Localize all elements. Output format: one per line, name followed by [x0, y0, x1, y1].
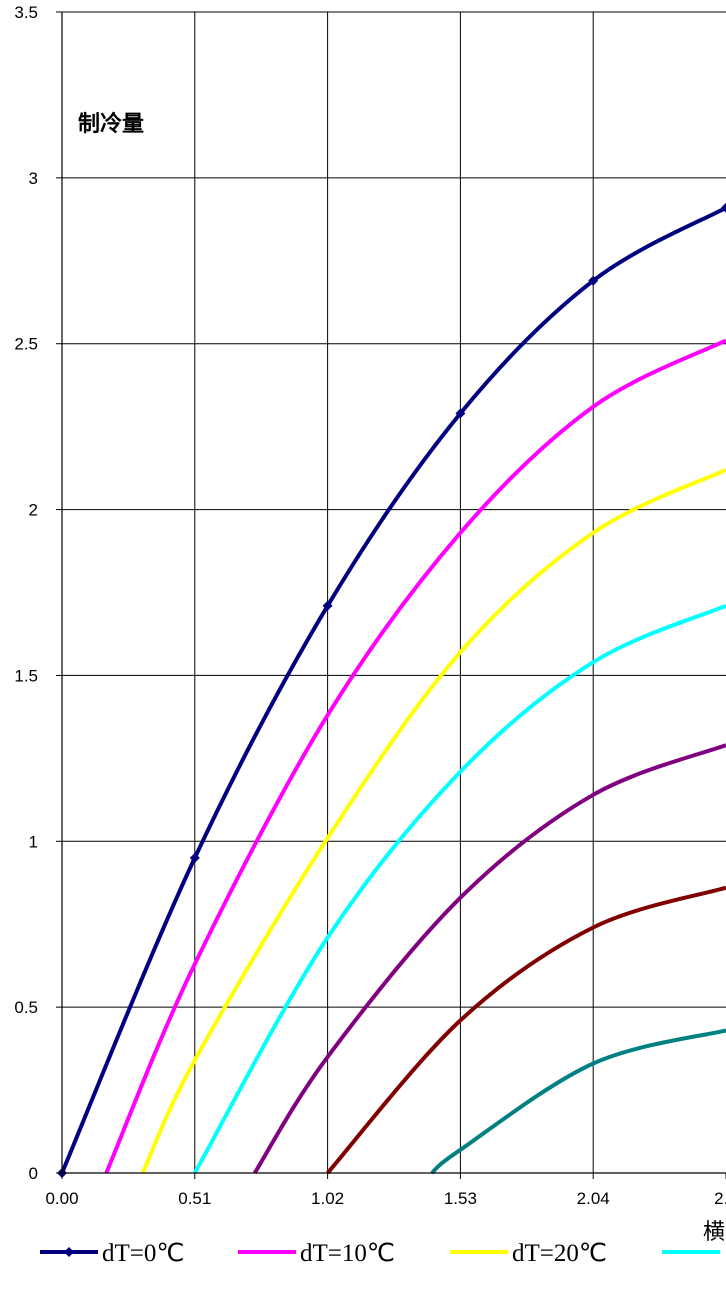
data-point — [588, 275, 599, 286]
x-tick-label: 2.04 — [577, 1189, 610, 1208]
y-tick-label: 0.5 — [14, 998, 38, 1017]
y-axis-label: 制冷量 — [78, 111, 144, 137]
axes — [56, 11, 726, 1179]
y-tick-label: 1 — [29, 832, 38, 851]
series-line-5 — [326, 885, 726, 1175]
legend-marker — [64, 1247, 74, 1257]
series-line-1 — [104, 338, 726, 1174]
y-tick-label: 0 — [29, 1164, 38, 1183]
x-tick-label: 2.5 — [714, 1189, 726, 1208]
grid — [62, 11, 726, 1173]
data-point — [721, 202, 726, 213]
x-tick-label: 1.53 — [444, 1189, 477, 1208]
y-tick-label: 2 — [29, 501, 38, 520]
y-tick-label: 2.5 — [14, 335, 38, 354]
data-point — [455, 408, 466, 419]
legend-label-1: dT=10℃ — [300, 1240, 395, 1267]
legend: dT=0℃ dT=10℃ dT=20℃ — [40, 1240, 720, 1267]
series-line-2 — [140, 467, 726, 1174]
y-tick-label: 3 — [29, 169, 38, 188]
data-point — [189, 852, 200, 863]
x-axis-label: 横 — [703, 1220, 725, 1245]
series-line-4 — [253, 743, 726, 1175]
data-point — [322, 600, 333, 611]
x-tick-label: 0.51 — [178, 1189, 211, 1208]
y-tick-label: 1.5 — [14, 666, 38, 685]
legend-label-0: dT=0℃ — [102, 1240, 184, 1267]
x-tick-label: 1.02 — [311, 1189, 344, 1208]
series-layer — [57, 202, 726, 1178]
legend-label-2: dT=20℃ — [512, 1240, 607, 1267]
series-line-6 — [430, 1028, 726, 1175]
y-tick-label: 3.5 — [14, 3, 38, 22]
series-line-3 — [193, 603, 726, 1174]
x-tick-label: 0.00 — [45, 1189, 78, 1208]
tick-labels: 00.511.522.533.50.000.511.021.532.042.5 — [14, 3, 726, 1208]
